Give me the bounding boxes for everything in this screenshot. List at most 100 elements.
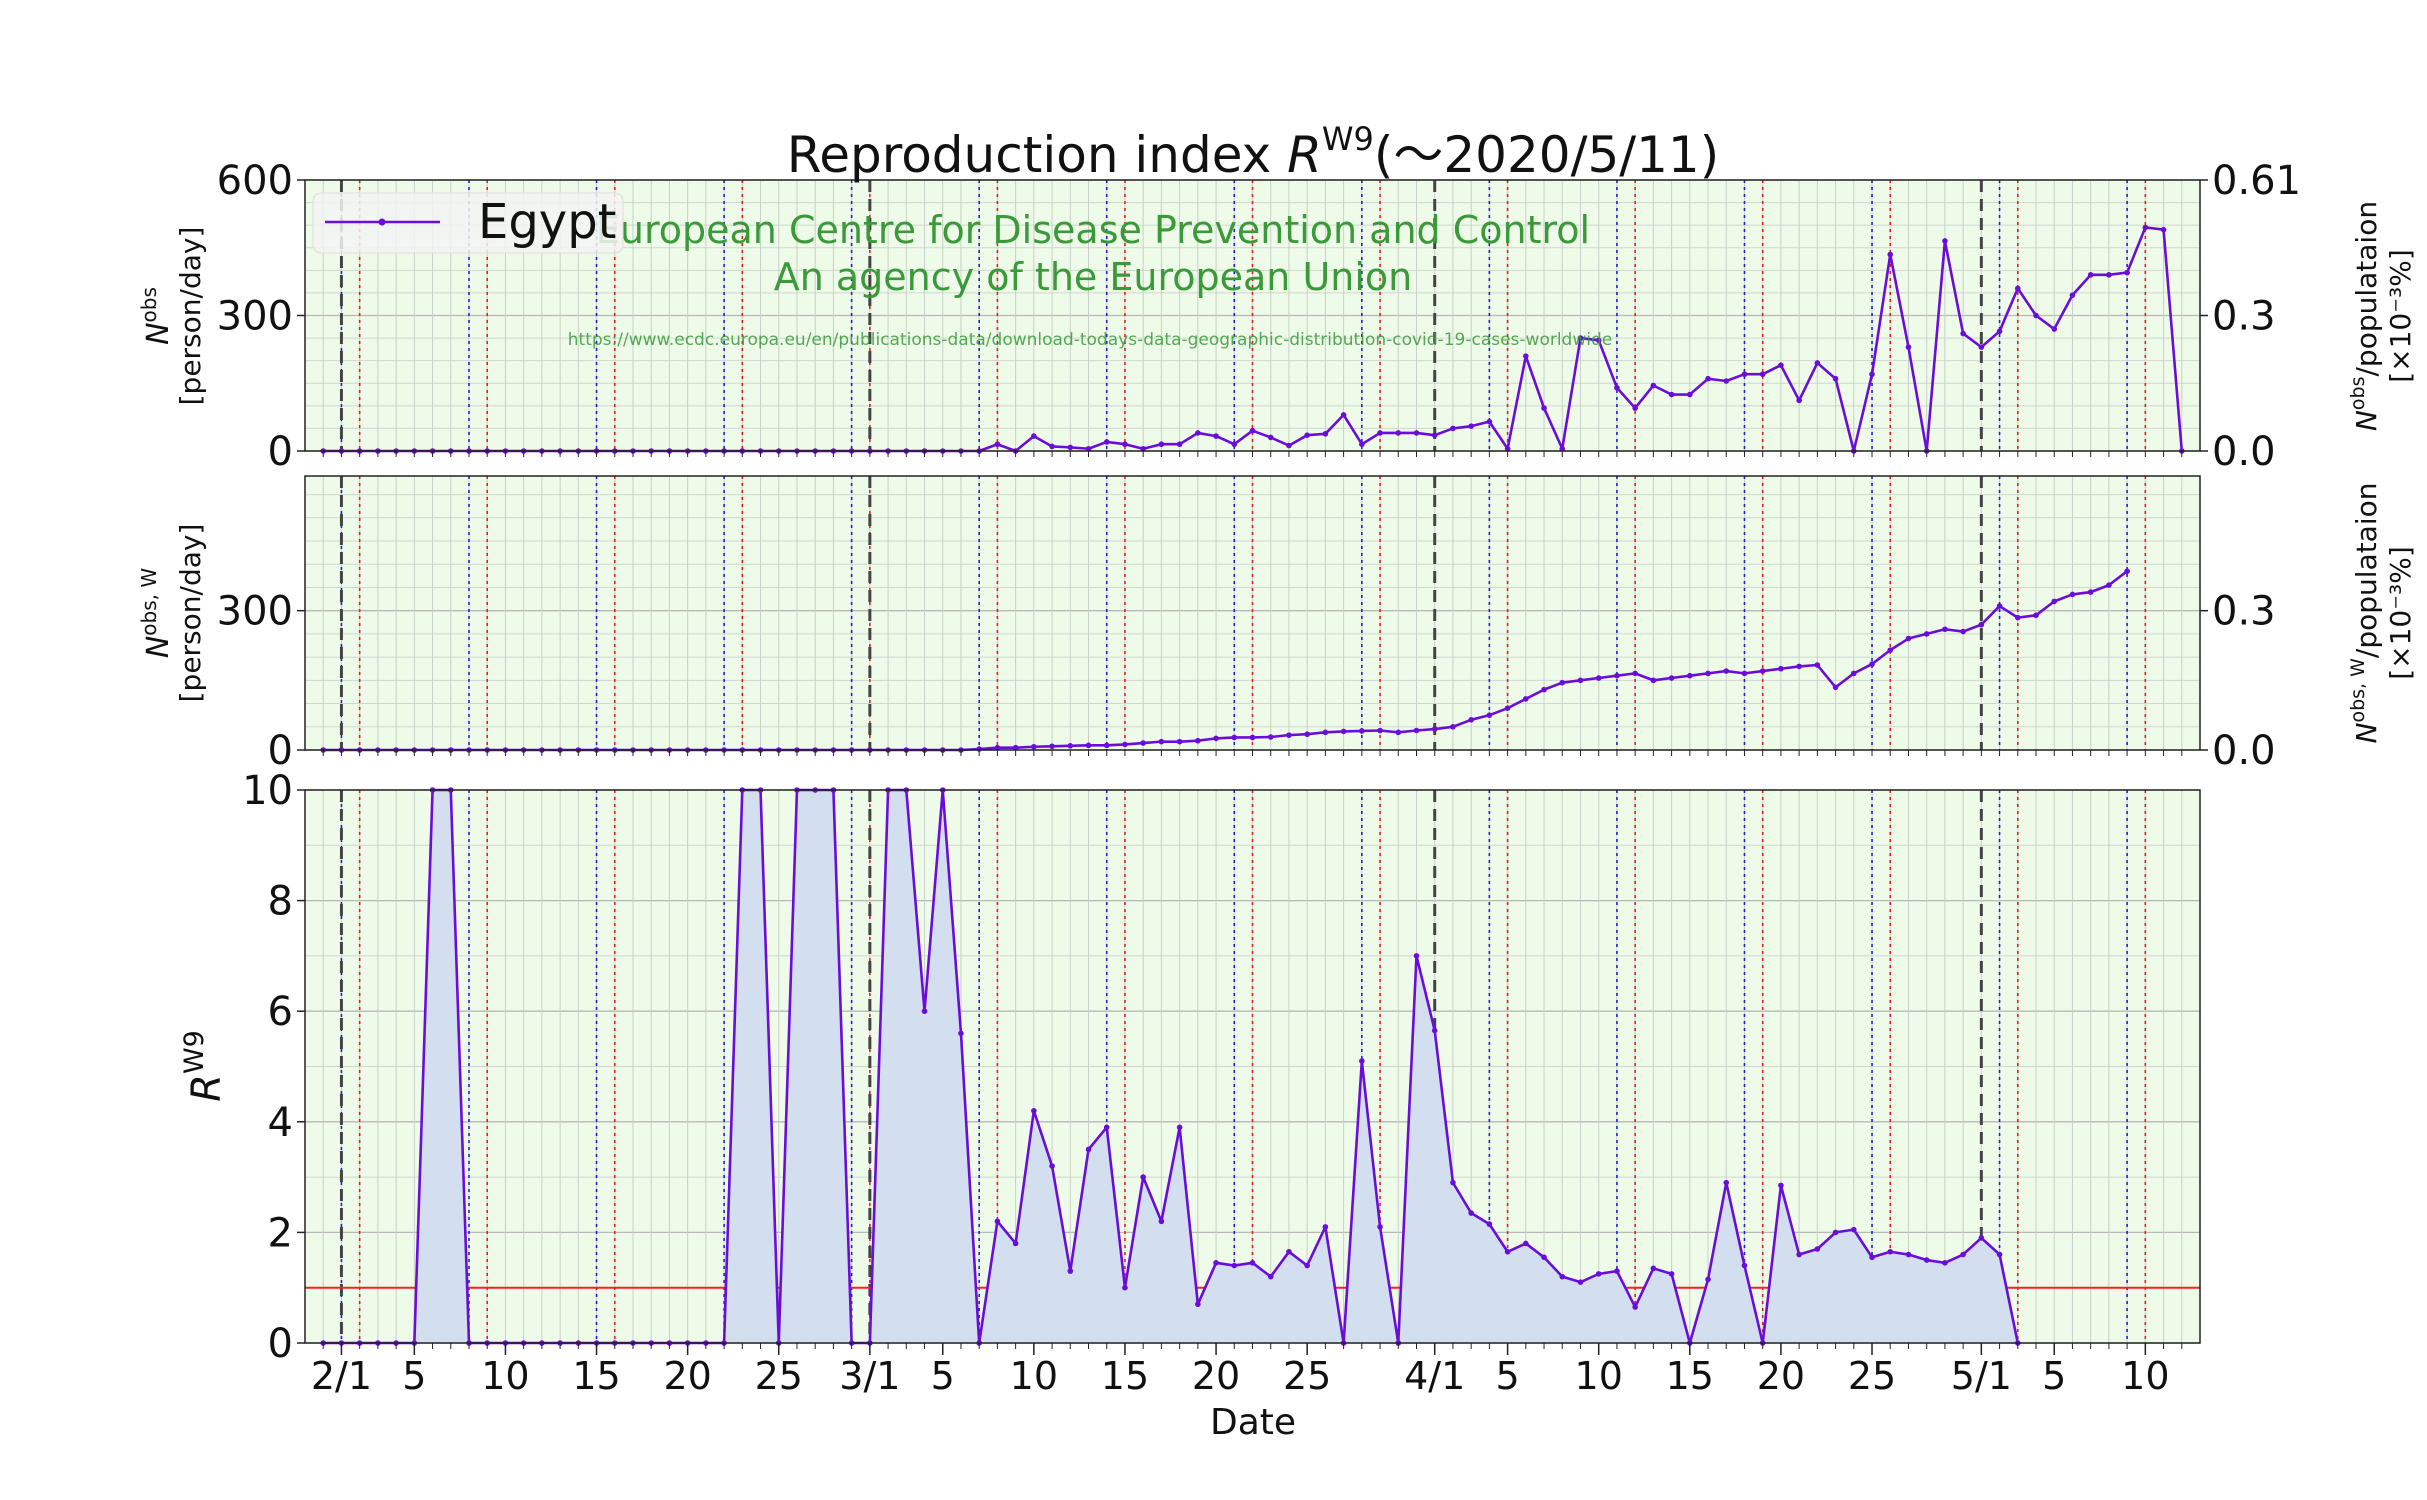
bottom-series-point: [1741, 1262, 1748, 1269]
middle-right-label-sup: obs, W: [2347, 658, 2369, 723]
bottom-series-point: [1122, 1284, 1128, 1291]
middle-series-point: [1140, 740, 1146, 746]
x-tick-label: 25: [1283, 1354, 1331, 1398]
middle-series-point: [1431, 726, 1438, 732]
x-tick-label: 5: [2042, 1354, 2066, 1398]
middle-series-point: [1832, 684, 1839, 691]
middle-series-point: [1942, 626, 1948, 633]
top-series-point: [2087, 272, 2094, 278]
top-series-point: [1595, 337, 1602, 344]
x-tick-label: 5/1: [1951, 1354, 2012, 1398]
bottom-series-point: [1923, 1257, 1930, 1263]
middle-ylabel-unit: [person/day]: [174, 524, 207, 703]
top-right-tick-label: 0.3: [2212, 294, 2276, 340]
top-series-point: [1322, 431, 1329, 437]
top-series-point: [1486, 418, 1493, 425]
top-series-point: [1067, 444, 1074, 451]
bottom-series-point: [1103, 1124, 1110, 1131]
bottom-series-point: [1559, 1273, 1566, 1280]
bottom-series-point: [1942, 1260, 1948, 1266]
x-tick-label: 20: [663, 1354, 711, 1398]
bottom-series-point: [1796, 1251, 1802, 1258]
bottom-series-point: [1413, 953, 1420, 959]
middle-right-label: Nobs, W/populataion: [2347, 483, 2383, 744]
bottom-series-point: [1012, 1240, 1019, 1247]
top-series-point: [2142, 224, 2149, 231]
middle-series-point: [1122, 741, 1128, 748]
top-series-point: [1340, 412, 1347, 418]
middle-series-point: [2124, 568, 2130, 575]
bottom-series-point: [1504, 1248, 1511, 1255]
bottom-ylabel-sup: W9: [179, 1030, 210, 1074]
top-series-point: [1504, 445, 1511, 452]
top-right-label-sup: obs: [2347, 377, 2369, 411]
middle-series-point: [2014, 614, 2021, 621]
bottom-series-point: [1085, 1146, 1092, 1153]
bottom-series-point: [1140, 1174, 1146, 1180]
top-left-tick-label: 0: [268, 429, 293, 475]
top-series-point: [1359, 441, 1365, 448]
top-series-point: [1413, 430, 1420, 436]
x-tick-label: 10: [1575, 1354, 1623, 1398]
x-tick-label: 3/1: [839, 1354, 900, 1398]
bottom-series-point: [1850, 1226, 1857, 1233]
top-series-point: [1632, 405, 1638, 411]
bottom-series-point: [1067, 1268, 1074, 1274]
middle-series-point: [1377, 727, 1383, 734]
middle-series-point: [1176, 738, 1183, 745]
bottom-series-point: [1468, 1210, 1474, 1216]
middle-series-point: [1085, 742, 1092, 749]
bottom-series-point: [1595, 1271, 1602, 1277]
bottom-series-point: [1978, 1235, 1985, 1241]
middle-series-point: [1231, 734, 1238, 741]
axis-layer: 0 300 600 0.0 0.3 0.61 0 300 0.0 0.3 0 2 4 6 8 10 2/1 5 10…: [217, 158, 2301, 1398]
middle-series-point: [1614, 672, 1620, 679]
bottom-series-point: [1450, 1179, 1456, 1186]
top-right-label-unit: [×10⁻³%]: [2384, 249, 2417, 383]
top-series-point: [1176, 441, 1183, 448]
bottom-series-point: [958, 1030, 964, 1037]
middle-series-point: [1559, 679, 1566, 686]
bottom-series-point: [1322, 1224, 1329, 1230]
bottom-series-point: [1614, 1268, 1620, 1274]
middle-series-point: [1960, 628, 1966, 635]
top-series-point: [994, 441, 1001, 448]
x-tick-label: 5: [402, 1354, 426, 1398]
middle-right-tick-label: 0.3: [2212, 589, 2276, 635]
top-series-point: [1122, 441, 1128, 448]
x-tick-label: 25: [1848, 1354, 1896, 1398]
top-series-point: [1705, 375, 1711, 382]
x-tick-label: 20: [1757, 1354, 1805, 1398]
top-series-point: [1869, 371, 1875, 378]
bottom-series-point: [1869, 1254, 1875, 1261]
x-tick-label: 10: [481, 1354, 529, 1398]
top-series-point: [2033, 312, 2039, 319]
bottom-series-point: [1723, 1179, 1730, 1186]
bottom-series-point: [1960, 1251, 1966, 1258]
middle-series-point: [1468, 717, 1474, 723]
bottom-series-point: [1541, 1254, 1547, 1261]
bottom-series-point: [1814, 1246, 1821, 1252]
x-tick-label: 15: [1101, 1354, 1149, 1398]
x-tick-label: 2/1: [311, 1354, 372, 1398]
top-series-point: [1960, 330, 1966, 337]
middle-series-point: [1869, 661, 1875, 667]
top-right-tick-label: 0.0: [2212, 429, 2276, 475]
middle-series-point: [2087, 589, 2094, 595]
bottom-series-point: [1031, 1107, 1037, 1114]
top-series-point: [1796, 397, 1802, 404]
chart-title: Reproduction index RW9(〜2020/5/11): [787, 120, 1719, 184]
middle-series-point: [1195, 737, 1201, 744]
legend-marker: [378, 218, 386, 226]
top-series-point: [1577, 335, 1584, 341]
middle-series-point: [1049, 743, 1055, 750]
bottom-ylabel-sym: R: [184, 1074, 230, 1102]
middle-series-point: [1687, 672, 1693, 679]
bottom-series-point: [1996, 1251, 2003, 1258]
source-line1: European Centre for Disease Prevention a…: [596, 208, 1590, 252]
middle-series-point: [1814, 662, 1821, 668]
top-left-tick-label: 600: [217, 158, 293, 204]
bottom-series-point: [1286, 1248, 1292, 1255]
middle-series-point: [1286, 732, 1292, 738]
top-series-point: [1304, 432, 1310, 438]
